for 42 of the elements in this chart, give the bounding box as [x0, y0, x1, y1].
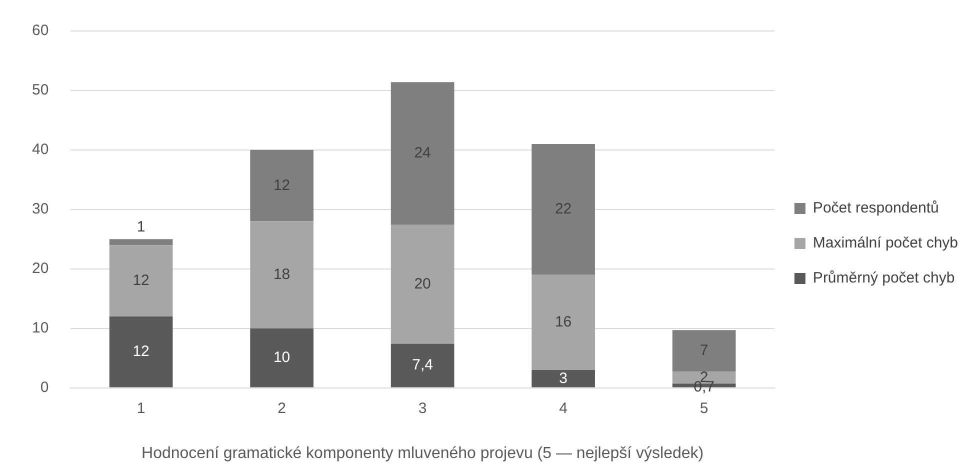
bar: [250, 328, 314, 388]
bar: [250, 150, 314, 222]
data-label: 18: [273, 266, 290, 283]
x-tick-label: 2: [278, 400, 286, 417]
data-label: 10: [273, 348, 290, 366]
data-label: 7: [700, 342, 708, 360]
data-label: 12: [132, 272, 150, 289]
bar: [532, 370, 595, 388]
bar: [109, 239, 173, 246]
y-tick-label: 40: [32, 141, 49, 158]
bar: [390, 344, 454, 388]
x-tick-label: 3: [418, 400, 427, 417]
data-label: 20: [414, 275, 431, 292]
y-tick-label: 0: [40, 378, 49, 396]
y-tick-label: 10: [32, 319, 49, 336]
data-label: 3: [559, 370, 568, 387]
data-label: 24: [414, 144, 431, 162]
bar: [532, 144, 595, 275]
data-label: 22: [554, 200, 572, 218]
bar: [250, 221, 314, 328]
bar: [672, 330, 736, 372]
bar: [532, 274, 595, 370]
y-tick-label: 50: [32, 82, 49, 99]
legend-label: Průměrný počet chyb: [812, 270, 955, 287]
data-label: 1: [136, 218, 146, 236]
bar: [390, 82, 454, 225]
x-axis-title: Hodnocení gramatické komponenty mluveného projevu (5 — nejlepší výsledek): [142, 444, 704, 462]
data-label: 7,4: [412, 356, 433, 374]
y-tick-label: 60: [32, 22, 49, 40]
data-label: 16: [554, 314, 572, 331]
x-tick-label: 1: [136, 400, 146, 417]
bar: [390, 224, 454, 344]
data-label: 12: [132, 343, 150, 360]
bar: [109, 245, 173, 316]
data-label: 12: [273, 176, 290, 194]
legend-label: Maximální počet chyb: [812, 234, 958, 252]
x-tick-label: 4: [559, 400, 568, 417]
y-tick-label: 20: [32, 260, 49, 278]
bar: [109, 316, 173, 388]
y-tick-label: 30: [32, 200, 49, 218]
legend-label: Počet respondentů: [812, 200, 939, 217]
x-tick-label: 5: [700, 400, 708, 417]
